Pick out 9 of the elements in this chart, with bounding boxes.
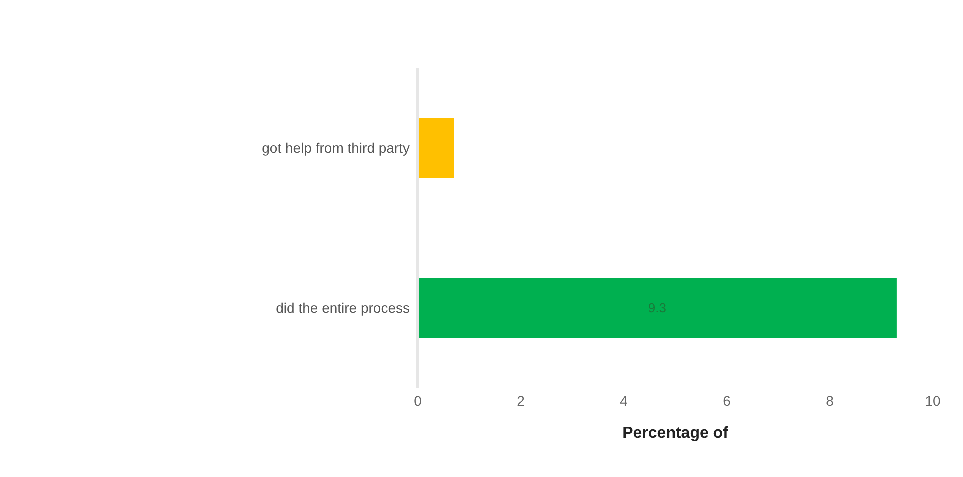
y-tick-label: got help from third party	[262, 140, 410, 156]
x-axis-title: Percentage of	[622, 425, 730, 442]
x-tick-label: 6	[723, 392, 732, 409]
x-tick-label: 4	[620, 392, 628, 409]
x-tick-label: 8	[826, 392, 834, 409]
x-tick-label: 0	[414, 392, 422, 409]
x-tick-label: 2	[517, 392, 526, 409]
y-tick-label: did the entire process	[276, 300, 410, 316]
x-tick-label: 10	[925, 392, 941, 409]
